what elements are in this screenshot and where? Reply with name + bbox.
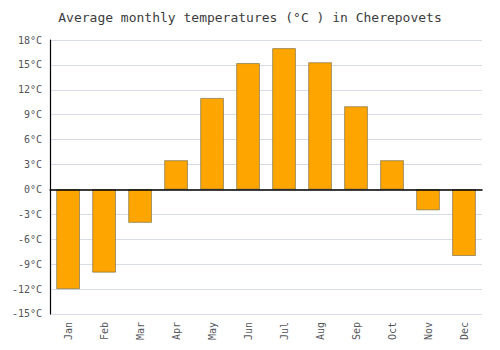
svg-text:Jun: Jun — [243, 322, 254, 340]
svg-text:9°C: 9°C — [24, 109, 42, 120]
svg-text:15°C: 15°C — [18, 59, 42, 70]
svg-text:18°C: 18°C — [18, 35, 42, 46]
svg-text:3°C: 3°C — [24, 159, 42, 170]
svg-text:-12°C: -12°C — [12, 284, 42, 295]
svg-text:Average monthly temperatures (: Average monthly temperatures (°C ) in Ch… — [58, 10, 442, 25]
svg-text:Oct: Oct — [387, 322, 398, 340]
svg-text:Jan: Jan — [63, 322, 74, 340]
svg-text:6°C: 6°C — [24, 134, 42, 145]
svg-text:Aug: Aug — [315, 322, 326, 340]
svg-text:Mar: Mar — [135, 322, 146, 340]
svg-text:Nov: Nov — [423, 322, 434, 340]
svg-text:Apr: Apr — [171, 322, 182, 340]
svg-text:12°C: 12°C — [18, 84, 42, 95]
svg-text:Jul: Jul — [279, 322, 290, 340]
svg-text:Feb: Feb — [99, 322, 110, 340]
svg-text:-3°C: -3°C — [18, 209, 42, 220]
svg-text:Sep: Sep — [351, 322, 362, 340]
svg-text:0°C: 0°C — [24, 184, 42, 195]
svg-text:-6°C: -6°C — [18, 234, 42, 245]
svg-text:Dec: Dec — [459, 322, 470, 340]
svg-text:-15°C: -15°C — [12, 308, 42, 319]
svg-text:May: May — [207, 322, 218, 340]
svg-text:-9°C: -9°C — [18, 259, 42, 270]
